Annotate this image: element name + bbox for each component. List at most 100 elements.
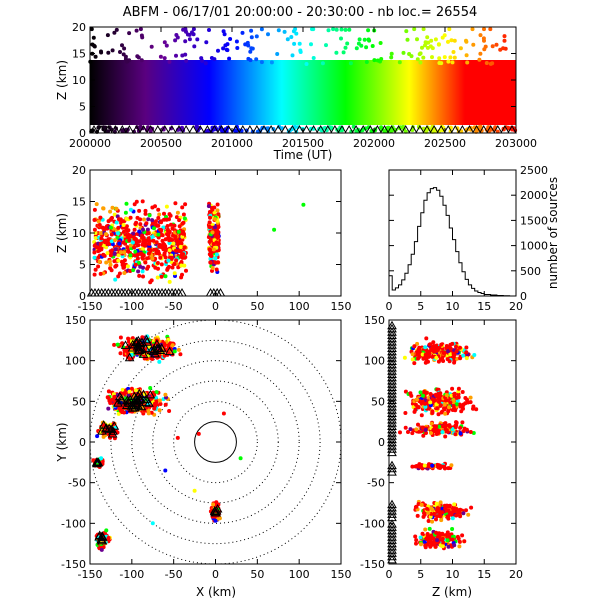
xz-point: [128, 215, 133, 220]
plan-view-point: [115, 342, 120, 347]
x-tick-label: 50: [250, 568, 264, 581]
yz-point: [461, 353, 466, 358]
yz-point: [444, 345, 449, 350]
time-height-point: [123, 54, 128, 59]
plan-view-point: [157, 398, 162, 403]
yz-point: [460, 390, 465, 394]
yz-point: [443, 421, 448, 426]
xz-point: [97, 259, 102, 264]
time-height-point: [452, 38, 457, 43]
xz-point: [167, 238, 172, 243]
yz-point: [438, 403, 443, 408]
time-height-point: [243, 42, 248, 47]
plan-view-point: [112, 394, 117, 399]
time-height-point: [494, 42, 499, 47]
plan-view-point: [104, 528, 109, 533]
x-tick-label: 0: [386, 568, 393, 581]
time-height-point: [304, 62, 309, 66]
ground-marker: [124, 352, 135, 362]
xz-point: [104, 260, 109, 265]
time-height-point: [246, 43, 251, 48]
yz-point: [443, 398, 448, 403]
xz-point: [117, 217, 121, 222]
xz-point: [141, 274, 145, 279]
yz-point: [416, 464, 421, 469]
xz-point: [127, 238, 132, 243]
xz-point: [164, 204, 169, 209]
time-height-point: [405, 37, 410, 42]
xz-point: [207, 220, 212, 225]
time-height-point: [447, 27, 452, 32]
time-height-point: [354, 46, 359, 51]
time-height-point: [183, 39, 188, 44]
time-height-panel: 200000 200500 201000 201500 202000 202500 2030…: [55, 21, 537, 162]
time-height-point: [191, 27, 196, 32]
xz-point: [214, 240, 219, 245]
xz-point: [116, 253, 121, 258]
yz-point: [427, 349, 432, 354]
plan-view-point: [172, 349, 177, 354]
x-tick-label: -50: [165, 568, 183, 581]
xz-point: [108, 262, 113, 267]
yz-point: [440, 544, 445, 549]
time-height-point: [185, 32, 190, 37]
xz-point: [96, 249, 101, 254]
xz-point: [159, 228, 164, 233]
time-height-point: [297, 41, 302, 46]
xz-point: [173, 234, 178, 239]
time-height-point: [465, 60, 470, 65]
x-tick-label: 201500: [282, 137, 324, 150]
xz-point: [93, 267, 98, 272]
yz-xlabel: Z (km): [432, 585, 472, 599]
xz-point: [116, 225, 121, 230]
time-height-point: [275, 52, 280, 56]
ground-marker: [140, 397, 151, 407]
xz-point: [135, 252, 140, 257]
yz-point: [454, 402, 459, 407]
yz-point: [455, 356, 460, 361]
plan-view-ylabel: Y (km): [55, 422, 69, 462]
xz-point: [147, 213, 152, 218]
xz-point: [96, 264, 101, 269]
yz-point: [454, 395, 459, 400]
yz-point: [403, 425, 408, 430]
yz-point: [429, 431, 433, 435]
yz-point: [410, 352, 415, 357]
yz-point: [436, 412, 441, 417]
xz-point: [125, 245, 130, 250]
yz-point: [461, 511, 466, 516]
yz-point: [419, 413, 424, 418]
xz-point: [175, 210, 180, 215]
xz-point: [121, 240, 126, 245]
plan-view-point: [157, 359, 162, 364]
time-height-point: [448, 55, 453, 60]
range-ring: [110, 339, 321, 545]
xz-point: [144, 221, 149, 226]
yz-point: [414, 504, 419, 509]
xz-point: [135, 215, 140, 220]
time-height-point: [442, 33, 447, 38]
yz-point: [415, 341, 420, 346]
xz-point: [132, 202, 137, 207]
height-histogram-line: [389, 187, 516, 297]
yz-point: [468, 395, 473, 400]
xz-point: [143, 260, 148, 265]
xz-point: [170, 226, 175, 231]
time-height-point: [246, 56, 251, 61]
yz-point: [414, 541, 418, 546]
time-height-point: [120, 43, 124, 48]
xz-point: [208, 215, 212, 220]
ground-marker: [136, 401, 147, 411]
xz-point: [163, 255, 168, 260]
yz-point: [430, 463, 435, 468]
xz-point: [165, 224, 170, 228]
yz-point: [452, 502, 457, 507]
ground-marker: [387, 499, 397, 509]
xz-point: [130, 240, 135, 245]
yz-point: [447, 345, 452, 350]
xz-point: [215, 228, 219, 233]
yz-point: [450, 427, 455, 432]
xz-point: [148, 280, 153, 285]
ground-marker: [127, 342, 138, 352]
